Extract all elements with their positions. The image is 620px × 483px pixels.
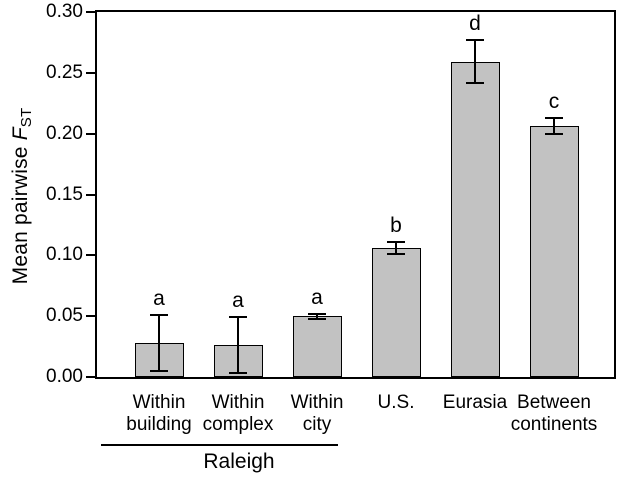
error-bar-cap-bottom	[150, 369, 168, 372]
y-axis-tick	[86, 132, 95, 135]
y-axis-title-text: Mean pairwise	[9, 140, 32, 285]
error-bar-cap-top	[150, 313, 168, 316]
error-bar-cap-bottom	[545, 132, 563, 135]
y-tick-label: 0.05	[46, 305, 83, 327]
x-category-label: Within complex	[163, 392, 313, 436]
error-bar-line	[474, 39, 476, 83]
significance-letter: a	[232, 289, 244, 313]
significance-letter: c	[548, 89, 560, 113]
y-tick-label: 0.25	[46, 61, 83, 83]
x-category-label-line: Between	[517, 392, 591, 413]
raleigh-group-underline	[101, 444, 338, 446]
y-tick-label: 0.20	[46, 122, 83, 144]
y-tick-label: 0.15	[46, 183, 83, 205]
error-bar-cap-top	[545, 116, 563, 119]
error-bar-line	[553, 117, 555, 134]
error-bar-line	[316, 313, 318, 319]
x-category-label: Within building	[84, 392, 234, 436]
y-axis-tick	[86, 193, 95, 196]
x-category-label-line: city	[302, 414, 332, 435]
significance-letter: a	[153, 286, 165, 310]
error-bar-cap-top	[387, 240, 405, 243]
x-category-label-line: Eurasia	[442, 392, 508, 413]
raleigh-group-label: Raleigh	[203, 450, 275, 473]
error-bar-line	[158, 314, 160, 371]
fst-symbol: F	[9, 127, 32, 141]
error-bar-cap-top	[466, 38, 484, 41]
x-category-label: Eurasia	[400, 392, 550, 414]
error-bar-cap-top	[229, 316, 247, 319]
plot-area: 0.00 0.05 0.10 0.15 0.20 0.25 0.30 a a a b d c	[46, 2, 616, 387]
error-bar-cap-top	[308, 312, 326, 315]
error-bar-cap-bottom	[229, 372, 247, 375]
x-category-label-line: continents	[510, 414, 598, 435]
x-category-label-line: complex	[202, 414, 274, 435]
bar	[450, 61, 500, 377]
significance-letter: b	[390, 213, 402, 237]
y-axis-tick	[86, 11, 95, 13]
bar	[371, 248, 421, 377]
y-axis-title: Mean pairwise FST	[9, 108, 35, 285]
y-axis-tick	[86, 376, 95, 378]
error-bar-line	[237, 317, 239, 374]
y-tick-label: 0.00	[46, 366, 83, 387]
significance-letter: d	[469, 11, 481, 35]
x-category-label-line: building	[126, 414, 192, 435]
error-bar-line	[395, 241, 397, 255]
y-tick-label: 0.30	[46, 1, 83, 22]
x-category-label: Within city	[242, 392, 392, 436]
x-category-label: Between continents	[479, 392, 620, 436]
x-category-label-line: U.S.	[377, 392, 415, 413]
x-category-label-line: Within	[132, 392, 186, 413]
y-axis-tick	[86, 71, 95, 74]
y-axis-tick	[86, 315, 95, 318]
x-category-label: U.S.	[321, 392, 471, 414]
x-category-label-line: Within	[211, 392, 265, 413]
error-bar-cap-bottom	[308, 317, 326, 320]
bar	[529, 126, 579, 377]
error-bar-cap-bottom	[466, 81, 484, 84]
significance-letter: a	[311, 285, 323, 309]
y-axis-tick	[86, 254, 95, 257]
y-tick-label: 0.10	[46, 244, 83, 266]
bar	[292, 316, 342, 377]
error-bar-cap-bottom	[387, 253, 405, 256]
x-category-label-line: Within	[290, 392, 344, 413]
